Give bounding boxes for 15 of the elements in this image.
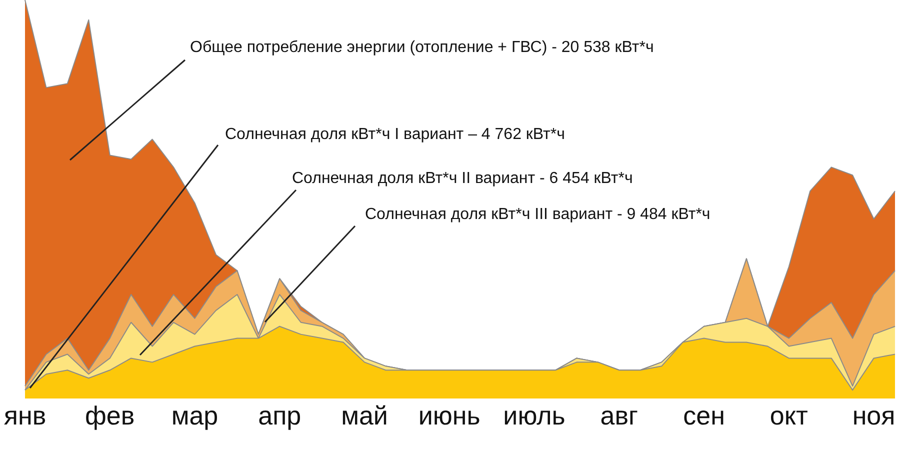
x-tick-label: июнь: [418, 400, 480, 430]
x-tick-label: май: [341, 400, 388, 430]
annotation: Общее потребление энергии (отопление + ГВС) - 20 538 кВт*ч: [190, 39, 654, 56]
annotation: Солнечная доля кВт*ч I вариант – 4 762 кВт*ч: [225, 126, 565, 143]
x-tick-label: апр: [258, 400, 302, 430]
annotation: Солнечная доля кВт*ч II вариант - 6 454 кВт*ч: [292, 170, 633, 187]
x-tick-label: янв: [4, 400, 46, 430]
x-tick-label: ноя: [852, 400, 896, 430]
annotation: Солнечная доля кВт*ч III вариант - 9 484 кВт*ч: [365, 206, 710, 223]
x-tick-label: фев: [85, 400, 135, 430]
x-tick-label: авг: [600, 400, 638, 430]
x-tick-label: июль: [503, 400, 566, 430]
x-tick-label: мар: [171, 400, 218, 430]
x-tick-label: окт: [770, 400, 808, 430]
x-tick-label: сен: [683, 400, 725, 430]
